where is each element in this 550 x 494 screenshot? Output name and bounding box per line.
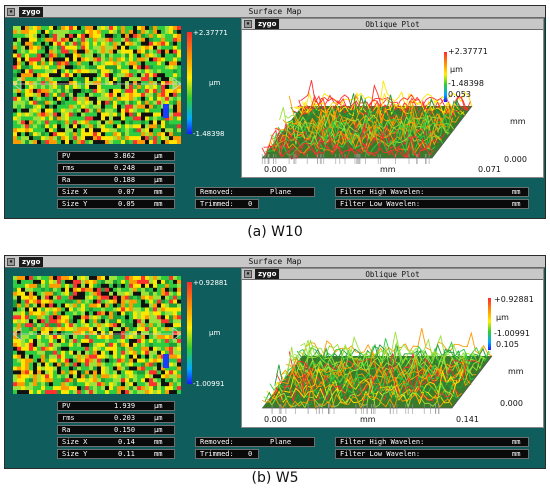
map-max-value: +0.92881 [193, 279, 228, 287]
window-menu-icon[interactable]: ▪ [244, 20, 252, 28]
oblique-min-value: -1.48398 [448, 79, 484, 88]
oblique-max-value: +0.92881 [494, 295, 534, 304]
stat-field-size-x: Size X 0.14 mm [57, 437, 175, 447]
oblique-3d-plot[interactable] [242, 280, 543, 428]
surface-height-map[interactable] [13, 276, 181, 394]
x-axis-origin: 0.000 [264, 415, 287, 424]
oblique-min-value: -1.00991 [494, 329, 530, 338]
surface-mesh [261, 80, 473, 164]
filter-low-field: Filter Low Wavelen: mm [335, 199, 529, 209]
window-title: Surface Map [248, 257, 302, 266]
trimmed-field: Trimmed: 0 [195, 199, 259, 209]
oblique-plot-title: Oblique Plot [365, 20, 420, 29]
oblique-plot-window: ▪ zygo Oblique Plot +2.37771 µm -1.48398… [241, 18, 544, 178]
oblique-plot-title: Oblique Plot [365, 270, 420, 279]
zygo-logo: zygo [19, 7, 44, 17]
oblique-color-scale [444, 52, 447, 102]
window-menu-icon[interactable]: ▪ [7, 8, 15, 16]
caption-w5: (b) W5 [251, 470, 299, 486]
oblique-3d-plot[interactable] [242, 30, 543, 178]
oblique-max-value: +2.37771 [448, 47, 488, 56]
window-titlebar: ▪ zygo Surface Map [5, 6, 545, 18]
color-scale-bar [187, 282, 192, 384]
stat-field-pv: PV 3.862 µm [57, 151, 175, 161]
window-title: Surface Map [248, 7, 302, 16]
window-menu-icon[interactable]: ▪ [7, 258, 15, 266]
oblique-titlebar: ▪ zygo Oblique Plot [242, 269, 543, 280]
filter-high-field: Filter High Wavelen: mm [335, 437, 529, 447]
window-menu-icon[interactable]: ▪ [244, 270, 252, 278]
color-scale-bar [187, 32, 192, 134]
filter-high-field: Filter High Wavelen: mm [335, 187, 529, 197]
x-axis-origin: 0.000 [264, 165, 287, 174]
stat-field-ra: Ra 0.150 µm [57, 425, 175, 435]
map-unit: µm [209, 79, 221, 87]
y-axis-extent: 0.053 [448, 90, 471, 99]
stat-field-size-x: Size X 0.07 mm [57, 187, 175, 197]
stat-field-rms: rms 0.203 µm [57, 413, 175, 423]
y-axis-extent: 0.105 [496, 340, 519, 349]
zygo-logo: zygo [19, 257, 44, 267]
oblique-unit: µm [450, 65, 463, 74]
stat-field-ra: Ra 0.188 µm [57, 175, 175, 185]
surface-map-window-w5: ▪ zygo Surface Map +0.92881 µm -1.00991 … [4, 255, 546, 469]
removed-field: Removed: Plane [195, 437, 315, 447]
caption-w10: (a) W10 [247, 224, 303, 240]
x-axis-unit: mm [360, 415, 376, 424]
oblique-titlebar: ▪ zygo Oblique Plot [242, 19, 543, 30]
surface-map-view: +0.92881 µm -1.00991 [9, 272, 231, 398]
window-titlebar: ▪ zygo Surface Map [5, 256, 545, 268]
stat-field-pv: PV 1.939 µm [57, 401, 175, 411]
map-unit: µm [209, 329, 221, 337]
filter-low-field: Filter Low Wavelen: mm [335, 449, 529, 459]
y-axis-unit: mm [510, 117, 526, 126]
oblique-color-scale [488, 298, 491, 350]
y-axis-unit: mm [508, 367, 524, 376]
x-axis-extent: 0.141 [456, 415, 479, 424]
x-axis-extent: 0.071 [478, 165, 501, 174]
stat-field-size-y: Size Y 0.11 mm [57, 449, 175, 459]
surface-mesh [261, 328, 493, 414]
removed-field: Removed: Plane [195, 187, 315, 197]
surface-map-window-w10: ▪ zygo Surface Map +2.37771 µm -1.48398 … [4, 5, 546, 219]
surface-map-view: +2.37771 µm -1.48398 [9, 22, 231, 148]
surface-height-map[interactable] [13, 26, 181, 144]
oblique-unit: µm [496, 313, 509, 322]
zygo-logo: zygo [255, 269, 280, 279]
zygo-logo: zygo [255, 19, 280, 29]
map-min-value: -1.48398 [193, 130, 225, 138]
stat-field-rms: rms 0.248 µm [57, 163, 175, 173]
y-axis-origin: 0.000 [504, 155, 527, 164]
y-axis-origin: 0.000 [500, 399, 523, 408]
trimmed-field: Trimmed: 0 [195, 449, 259, 459]
map-max-value: +2.37771 [193, 29, 228, 37]
map-min-value: -1.00991 [193, 380, 225, 388]
x-axis-unit: mm [380, 165, 396, 174]
oblique-plot-window: ▪ zygo Oblique Plot +0.92881 µm -1.00991… [241, 268, 544, 428]
stat-field-size-y: Size Y 0.05 mm [57, 199, 175, 209]
